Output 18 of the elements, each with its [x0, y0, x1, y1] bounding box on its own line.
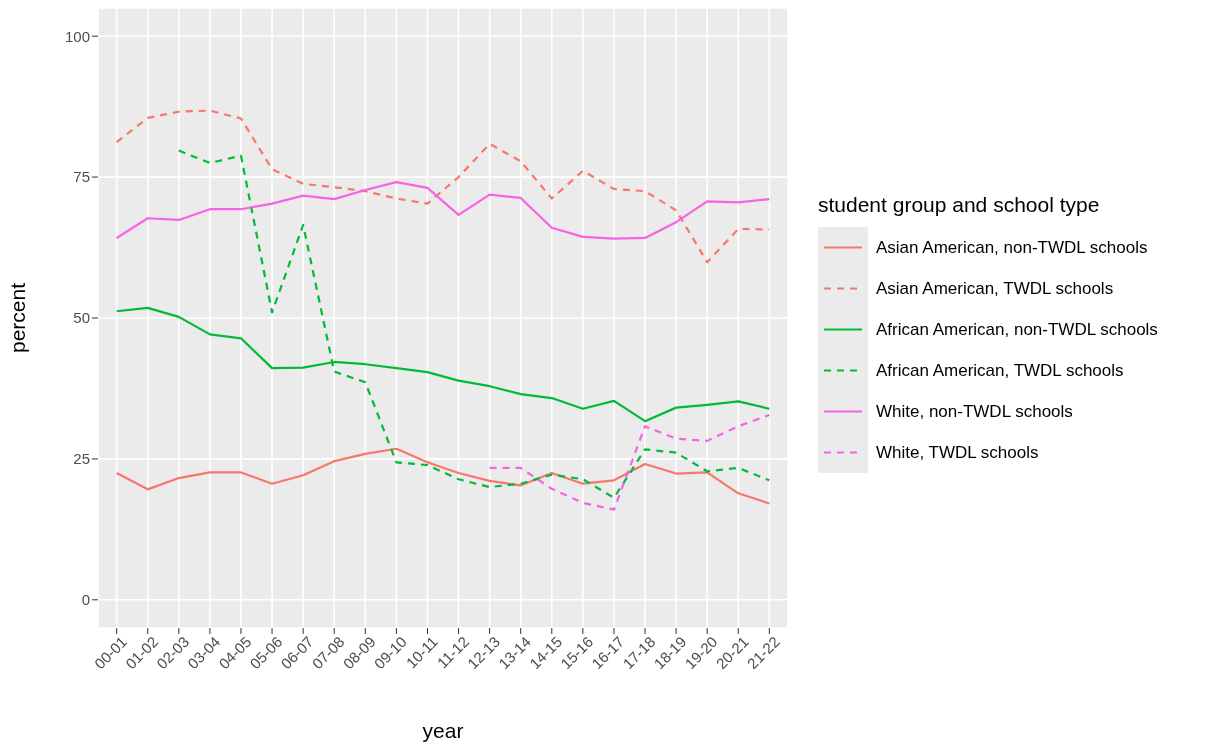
line-series — [115, 181, 771, 240]
y-tick-label: 25 — [73, 450, 90, 468]
y-tick-label: 0 — [81, 591, 90, 609]
line-series — [488, 413, 771, 511]
line-series — [115, 109, 771, 264]
y-tick-label: 50 — [73, 309, 90, 327]
legend-label: Asian American, TWDL schools — [876, 278, 1114, 299]
legend-label: White, non-TWDL schools — [876, 401, 1073, 422]
legend-label: White, TWDL schools — [876, 442, 1039, 463]
legend-title: student group and school type — [818, 193, 1101, 217]
y-tick-label: 100 — [64, 27, 90, 45]
y-tick-label: 75 — [73, 168, 90, 186]
x-axis-title: year — [422, 719, 464, 742]
line-series — [115, 447, 771, 505]
y-axis-title: percent — [6, 282, 30, 354]
legend-label: African American, non-TWDL schools — [876, 319, 1158, 340]
legend-label: Asian American, non-TWDL schools — [876, 237, 1148, 258]
legend-label: African American, TWDL schools — [876, 360, 1124, 381]
